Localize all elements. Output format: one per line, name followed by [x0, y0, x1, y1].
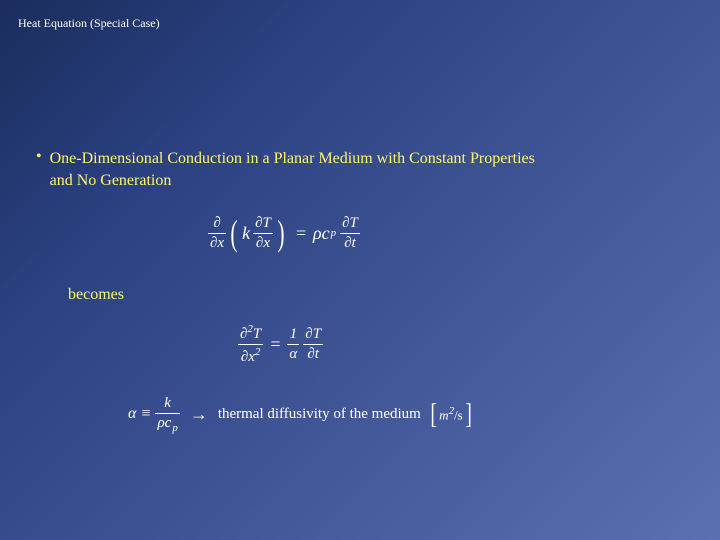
lparen-icon: ( [229, 217, 239, 249]
eq2-lhs-frac: ∂2T ∂x2 [238, 323, 263, 365]
eq2-rhs2-num: ∂T [303, 326, 323, 343]
eq3-equiv: ≡ [136, 405, 155, 423]
becomes-label: becomes [68, 286, 124, 304]
eq2-rhs2-den: ∂t [305, 346, 321, 363]
slide-header: Heat Equation (Special Case) [18, 16, 160, 31]
becomes-text: becomes [68, 286, 124, 303]
bullet-text: One-Dimensional Conduction in a Planar M… [50, 148, 535, 191]
eq1-rhs-frac: ∂T ∂t [340, 215, 360, 251]
bullet-line: • One-Dimensional Conduction in a Planar… [36, 148, 680, 191]
rparen-icon: ) [276, 217, 286, 249]
eq1-rhs-den: ∂t [342, 235, 358, 252]
eq1-lhs-inner-den: ∂x [254, 235, 272, 252]
eq1-lhs-inner-frac: ∂T ∂x [253, 215, 273, 251]
eq3-unit-bracket: [ m2/s ] [429, 402, 473, 427]
equation-3: α ≡ k ρcp → thermal diffusivity of the m… [128, 395, 473, 434]
bullet-line1: One-Dimensional Conduction in a Planar M… [50, 150, 535, 167]
equation-1: ∂ ∂x ( k ∂T ∂x ) = ρ cp ∂T ∂t [208, 215, 360, 251]
eq3-den: ρcp [155, 415, 179, 434]
eq1-rhs-num: ∂T [340, 215, 360, 232]
header-title: Heat Equation (Special Case) [18, 16, 160, 30]
eq1-c: c [322, 223, 330, 244]
eq3-num: k [162, 395, 173, 412]
eq2-lhs-den: ∂x2 [239, 346, 263, 366]
eq1-c-sub: p [331, 227, 337, 239]
eq1-equals: = [289, 223, 313, 244]
eq2-rhs1-den: α [287, 346, 299, 363]
eq2-rhs2-frac: ∂T ∂t [303, 326, 323, 362]
bullet-section: • One-Dimensional Conduction in a Planar… [36, 148, 680, 191]
lbracket-icon: [ [430, 402, 437, 427]
eq1-lhs-outer-frac: ∂ ∂x [208, 215, 226, 251]
eq2-equals: = [263, 334, 287, 355]
rbracket-icon: ] [465, 402, 472, 427]
eq1-lhs-inner-num: ∂T [253, 215, 273, 232]
eq1-lhs-outer-den: ∂x [208, 235, 226, 252]
eq2-lhs-num: ∂2T [238, 323, 263, 343]
eq2-rhs1-frac: 1 α [287, 326, 299, 362]
eq3-unit-frac: m2/s [438, 406, 464, 422]
eq3-alpha: α [128, 405, 136, 423]
eq1-lhs-outer-num: ∂ [211, 215, 222, 232]
eq2-rhs1-num: 1 [288, 326, 300, 343]
bullet-marker: • [36, 148, 42, 191]
eq1-k: k [242, 223, 250, 244]
eq1-rho: ρ [313, 223, 322, 244]
bullet-line2: and No Generation [50, 172, 172, 189]
equation-2: ∂2T ∂x2 = 1 α ∂T ∂t [238, 323, 323, 365]
eq3-unit-num: m2/s [438, 406, 464, 422]
eq3-thermal-text: thermal diffusivity of the medium [218, 406, 421, 423]
arrow-icon: → [180, 404, 218, 425]
eq3-frac: k ρcp [155, 395, 179, 434]
